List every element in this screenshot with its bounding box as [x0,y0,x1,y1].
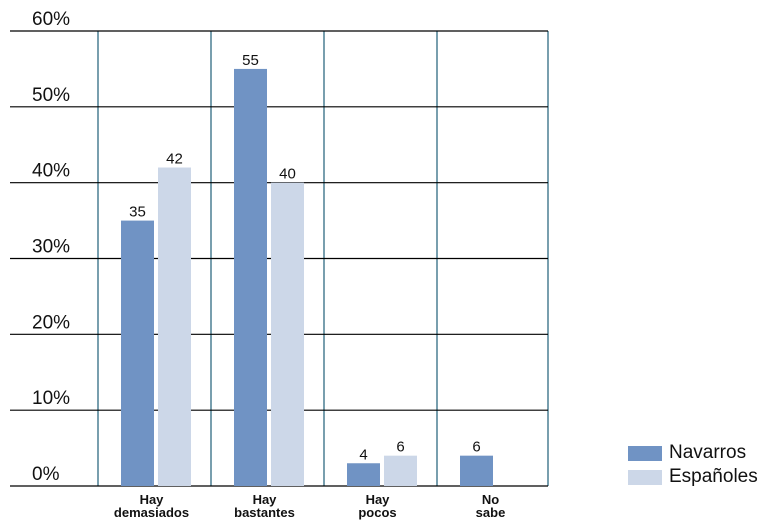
y-tick-label: 40% [32,161,70,182]
data-label: 40 [279,166,296,183]
bar-espanoles-2 [384,455,417,486]
x-category-label: Hay bastantes [234,492,295,520]
legend-swatch-navarros [628,445,662,461]
data-label: 55 [242,52,259,69]
bars [121,68,493,487]
data-label: 4 [359,446,367,463]
legend-item-espanoles: Españoles [628,465,758,489]
bar-navarros-1 [234,68,267,487]
data-label: 35 [129,204,146,221]
data-labels: 35 42 55 40 4 6 6 [129,52,481,463]
x-category-label: No sabe [476,492,506,520]
legend-item-navarros: Navarros [628,441,758,465]
y-axis-tick-labels: 0% 10% 20% 30% 40% 50% 60% [32,9,70,485]
legend-swatch-espanoles [628,469,662,485]
y-tick-label: 10% [32,388,70,409]
x-category-label: Hay pocos [358,492,396,520]
y-tick-label: 20% [32,312,70,333]
legend-label-navarros: Navarros [669,442,747,463]
bar-espanoles-1 [271,182,304,486]
bar-navarros-0 [121,220,154,487]
data-label: 6 [396,439,404,456]
x-axis-category-labels: Hay demasiados Hay bastantes Hay pocos No sabe [114,492,505,520]
y-tick-label: 60% [32,9,70,30]
x-category-label: Hay demasiados [114,492,189,520]
bar-navarros-3 [460,455,493,486]
y-tick-label: 0% [32,464,60,485]
data-label: 6 [472,439,480,456]
data-label: 42 [166,151,183,168]
y-tick-label: 30% [32,237,70,258]
legend-label-espanoles: Españoles [669,466,758,487]
bar-espanoles-0 [158,167,191,486]
y-tick-label: 50% [32,85,70,106]
legend: Navarros Españoles [628,441,758,489]
bar-navarros-2 [347,463,380,486]
